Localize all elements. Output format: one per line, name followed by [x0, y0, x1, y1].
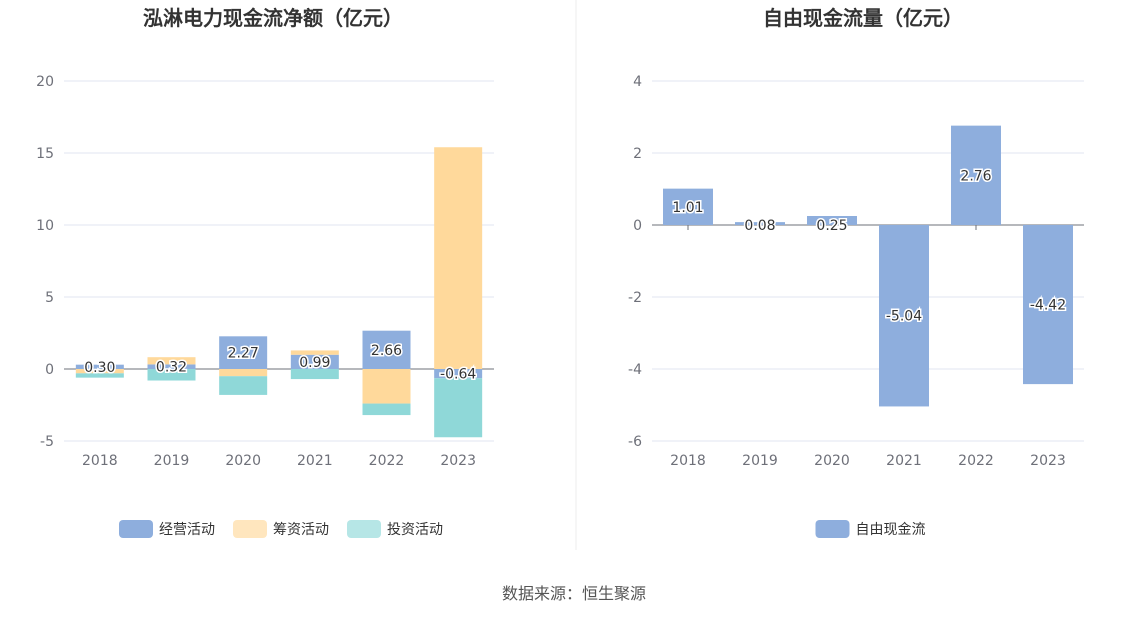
legend-swatch-自由现金流: [815, 520, 850, 538]
bar-自由现金流-2020: [807, 216, 857, 225]
data-label: -4.42: [1030, 298, 1066, 314]
data-label: 0.99: [299, 355, 330, 371]
data-label: 0.30: [84, 360, 115, 376]
bar-自由现金流-2019: [735, 222, 785, 225]
bar-筹资活动-2023: [434, 147, 483, 369]
data-label: -0.64: [440, 367, 476, 383]
data-source: 数据来源：恒生聚源: [501, 584, 646, 603]
bar-筹资活动-2021: [290, 350, 339, 355]
bar-筹资活动-2022: [362, 369, 411, 404]
x-tick-label: 2019: [154, 453, 190, 469]
bar-自由现金流-2023: [1023, 225, 1073, 385]
y-tick-label: -5: [40, 434, 54, 450]
x-tick-label: 2019: [742, 453, 778, 469]
y-tick-label: 5: [45, 290, 54, 306]
bar-投资活动-2021: [290, 369, 339, 380]
bar-筹资活动-2020: [219, 369, 268, 377]
x-tick-label: 2020: [225, 453, 261, 469]
y-tick-label: 0: [45, 362, 54, 378]
bar-投资活动-2023: [434, 378, 483, 438]
data-label: 0.32: [156, 360, 187, 376]
legend-label-经营活动: 经营活动: [159, 522, 215, 538]
data-label: 0.08: [744, 218, 775, 234]
bar-筹资活动-2019: [147, 357, 196, 365]
bar-经营活动-2021: [290, 354, 339, 369]
bar-投资活动-2019: [147, 369, 196, 381]
bar-经营活动-2018: [75, 364, 124, 369]
x-tick-label: 2023: [440, 453, 476, 469]
y-tick-label: -2: [628, 290, 642, 306]
x-tick-label: 2018: [82, 453, 118, 469]
data-label: 1.01: [672, 200, 703, 216]
legend-swatch-筹资活动: [233, 520, 267, 538]
x-tick-label: 2022: [369, 453, 405, 469]
bar-经营活动-2019: [147, 364, 196, 369]
x-tick-label: 2023: [1030, 453, 1066, 469]
bar-经营活动-2023: [434, 369, 483, 379]
y-tick-label: 4: [633, 74, 642, 90]
bar-投资活动-2018: [75, 373, 124, 378]
x-tick-label: 2021: [297, 453, 333, 469]
data-label: 2.66: [371, 343, 402, 359]
bar-投资活动-2020: [219, 376, 268, 395]
bar-经营活动-2022: [362, 330, 411, 369]
data-label: 2.27: [228, 346, 259, 362]
y-tick-label: 0: [633, 218, 642, 234]
bar-自由现金流-2021: [879, 225, 929, 407]
bar-经营活动-2020: [219, 336, 268, 369]
data-label: 0.25: [816, 218, 847, 234]
bar-投资活动-2022: [362, 403, 411, 416]
y-tick-label: -4: [628, 362, 642, 378]
y-tick-label: 2: [633, 146, 642, 162]
x-tick-label: 2021: [886, 453, 922, 469]
x-tick-label: 2022: [958, 453, 994, 469]
chart-title-1: 泓淋电力现金流净额（亿元）: [143, 6, 403, 30]
legend-swatch-经营活动: [119, 520, 153, 538]
x-tick-label: 2018: [670, 453, 706, 469]
legend-label-筹资活动: 筹资活动: [273, 521, 329, 538]
x-tick-label: 2020: [814, 453, 850, 469]
bar-自由现金流-2022: [951, 125, 1001, 225]
chart-title-2: 自由现金流量（亿元）: [763, 6, 963, 30]
y-tick-label: 20: [36, 74, 54, 90]
y-tick-label: 10: [36, 218, 54, 234]
bar-筹资活动-2018: [75, 369, 124, 374]
y-tick-label: -6: [628, 434, 642, 450]
bar-自由现金流-2018: [663, 188, 713, 225]
data-label: 2.76: [960, 168, 991, 184]
data-label: -5.04: [886, 309, 922, 325]
legend-swatch-投资活动: [347, 520, 381, 538]
legend-label-投资活动: 投资活动: [387, 522, 443, 538]
y-tick-label: 15: [36, 146, 54, 162]
legend-label-自由现金流: 自由现金流: [856, 522, 926, 538]
